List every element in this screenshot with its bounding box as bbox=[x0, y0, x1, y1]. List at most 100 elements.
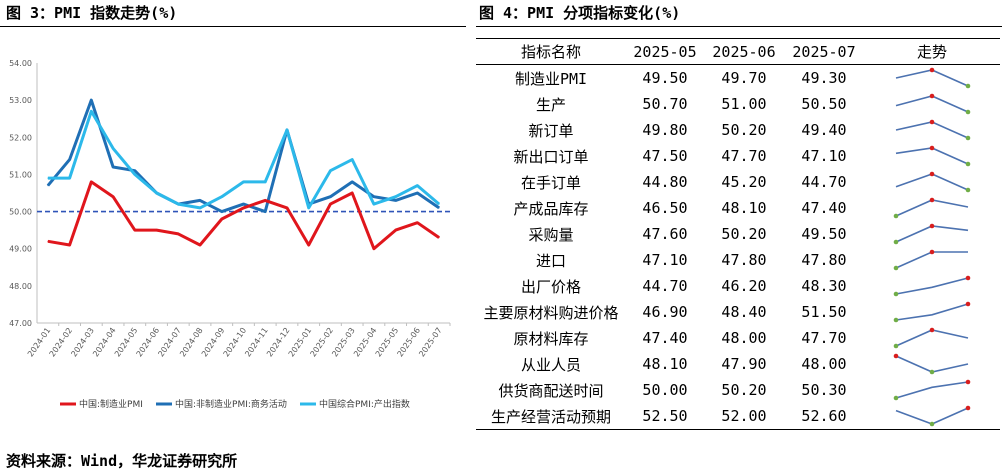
series-2-point bbox=[90, 110, 92, 112]
table-row: 新订单 49.80 50.20 49.40 bbox=[476, 117, 1000, 143]
legend-label-0: 中国:制造业PMI bbox=[79, 398, 143, 410]
series-0-point bbox=[177, 233, 179, 235]
series-line-0 bbox=[47, 180, 440, 251]
series-1-point bbox=[112, 166, 114, 168]
sparkline-high-marker bbox=[929, 327, 935, 333]
series-2-point bbox=[351, 159, 353, 161]
value-cell: 44.80 bbox=[642, 173, 688, 191]
left-figure-title: 图 3：PMI 指数走势(%) bbox=[6, 4, 178, 22]
value-cell: 47.50 bbox=[642, 147, 688, 165]
sparkline bbox=[893, 353, 969, 375]
column-header-4: 走势 bbox=[864, 38, 1000, 65]
sparkline-high-marker bbox=[929, 145, 935, 151]
value-cell: 47.40 bbox=[801, 199, 847, 217]
sparkline-high-marker bbox=[965, 379, 971, 385]
series-0-point bbox=[47, 240, 49, 242]
chart-legend: 中国:制造业PMI 中国:非制造业PMI:商务活动 中国综合PMI:产出指数 bbox=[60, 398, 410, 410]
value-cell: 50.00 bbox=[642, 381, 688, 399]
series-0-point bbox=[243, 207, 244, 209]
value-cell: 50.30 bbox=[801, 381, 847, 399]
sparkline bbox=[893, 249, 968, 271]
legend-label-2: 中国综合PMI:产出指数 bbox=[319, 398, 410, 410]
indicator-name-cell: 新订单 bbox=[528, 121, 574, 140]
series-2-point bbox=[69, 177, 71, 179]
trend-cell bbox=[864, 221, 1000, 247]
table-row: 在手订单 44.80 45.20 44.70 bbox=[476, 169, 1000, 195]
sparkline-low-marker bbox=[965, 83, 971, 89]
series-2-point bbox=[395, 196, 397, 198]
pmi-line-chart: 47.00 48.00 49.00 50.00 51.00 52.00 53.00 54.00… bbox=[9, 59, 451, 410]
series-1-point bbox=[221, 211, 223, 213]
sparkline-path bbox=[895, 199, 969, 217]
indicator-name-cell: 供货商配送时间 bbox=[498, 381, 604, 400]
value-cell: 50.50 bbox=[801, 95, 847, 113]
sparkline-high-marker bbox=[929, 119, 935, 125]
table-row: 采购量 47.60 50.20 49.50 bbox=[476, 221, 1000, 247]
chart-series bbox=[46, 98, 441, 251]
series-0-point bbox=[112, 196, 114, 198]
y-tick-label: 51.00 bbox=[9, 170, 32, 179]
sparkline-low-marker bbox=[893, 291, 899, 297]
sparkline bbox=[893, 197, 969, 219]
trend-cell bbox=[864, 299, 1000, 325]
sparkline-path bbox=[895, 225, 969, 243]
series-1-point bbox=[69, 159, 71, 161]
series-0-point bbox=[438, 237, 440, 239]
value-cell: 47.40 bbox=[642, 329, 688, 347]
sparkline-path bbox=[895, 121, 969, 139]
table-row: 出厂价格 44.70 46.20 48.30 bbox=[476, 273, 1000, 299]
table-row: 生产经营活动预期 52.50 52.00 52.60 bbox=[476, 403, 1000, 430]
series-2-point bbox=[177, 203, 179, 205]
table-row: 进口 47.10 47.80 47.80 bbox=[476, 247, 1000, 273]
sparkline bbox=[895, 145, 971, 167]
value-cell: 50.20 bbox=[721, 121, 767, 139]
trend-cell bbox=[864, 65, 1000, 92]
sparkline-high-marker bbox=[965, 301, 971, 307]
source-note: 资料来源：Wind，华龙证券研究所 bbox=[6, 452, 238, 470]
indicator-name-cell: 制造业PMI bbox=[514, 69, 588, 88]
series-0-point bbox=[264, 199, 266, 201]
table-row: 从业人员 48.10 47.90 48.00 bbox=[476, 351, 1000, 377]
sparkline-high-marker bbox=[929, 223, 935, 229]
column-header-3: 2025-07 bbox=[784, 38, 864, 65]
table-header-row: 指标名称 2025-05 2025-06 2025-07 走势 bbox=[476, 38, 1000, 65]
indicator-name-cell: 新出口订单 bbox=[513, 147, 589, 166]
trend-cell bbox=[864, 143, 1000, 169]
sparkline-low-marker bbox=[893, 317, 899, 323]
value-cell: 52.00 bbox=[704, 403, 784, 430]
series-0-point bbox=[329, 203, 331, 205]
series-1-point bbox=[243, 203, 244, 205]
value-cell: 48.10 bbox=[642, 355, 688, 373]
indicator-name-cell: 生产 bbox=[535, 95, 566, 114]
sparkline-low-marker bbox=[965, 161, 971, 167]
y-tick-label: 49.00 bbox=[9, 245, 32, 254]
value-cell: 49.50 bbox=[801, 225, 847, 243]
trend-cell bbox=[864, 91, 1000, 117]
table-row: 制造业PMI 49.50 49.70 49.30 bbox=[476, 65, 1000, 92]
series-0-point bbox=[221, 218, 223, 220]
sparkline-low-marker bbox=[965, 135, 971, 141]
series-2-point bbox=[373, 203, 375, 205]
value-cell: 47.60 bbox=[642, 225, 688, 243]
y-tick-label: 50.00 bbox=[9, 208, 32, 217]
series-1-point bbox=[373, 196, 375, 198]
series-2-point bbox=[134, 173, 136, 175]
table-row: 新出口订单 47.50 47.70 47.10 bbox=[476, 143, 1000, 169]
series-0-point bbox=[351, 192, 353, 194]
series-2-point bbox=[112, 147, 114, 149]
sparkline-path bbox=[895, 303, 969, 321]
value-cell: 46.50 bbox=[642, 199, 688, 217]
series-line-1 bbox=[46, 98, 440, 214]
indicator-name-cell: 原材料库存 bbox=[513, 329, 589, 348]
series-1-point bbox=[416, 192, 418, 194]
series-2-point bbox=[416, 185, 418, 187]
series-0-point bbox=[69, 244, 71, 246]
indicator-name-cell: 进口 bbox=[535, 251, 566, 270]
sparkline bbox=[895, 405, 971, 427]
sparkline-low-marker bbox=[893, 395, 899, 401]
value-cell: 52.50 bbox=[626, 403, 704, 430]
series-0-point bbox=[373, 248, 375, 250]
value-cell: 44.70 bbox=[801, 173, 847, 191]
sparkline-path bbox=[895, 329, 969, 347]
sparkline-high-marker bbox=[929, 249, 935, 255]
